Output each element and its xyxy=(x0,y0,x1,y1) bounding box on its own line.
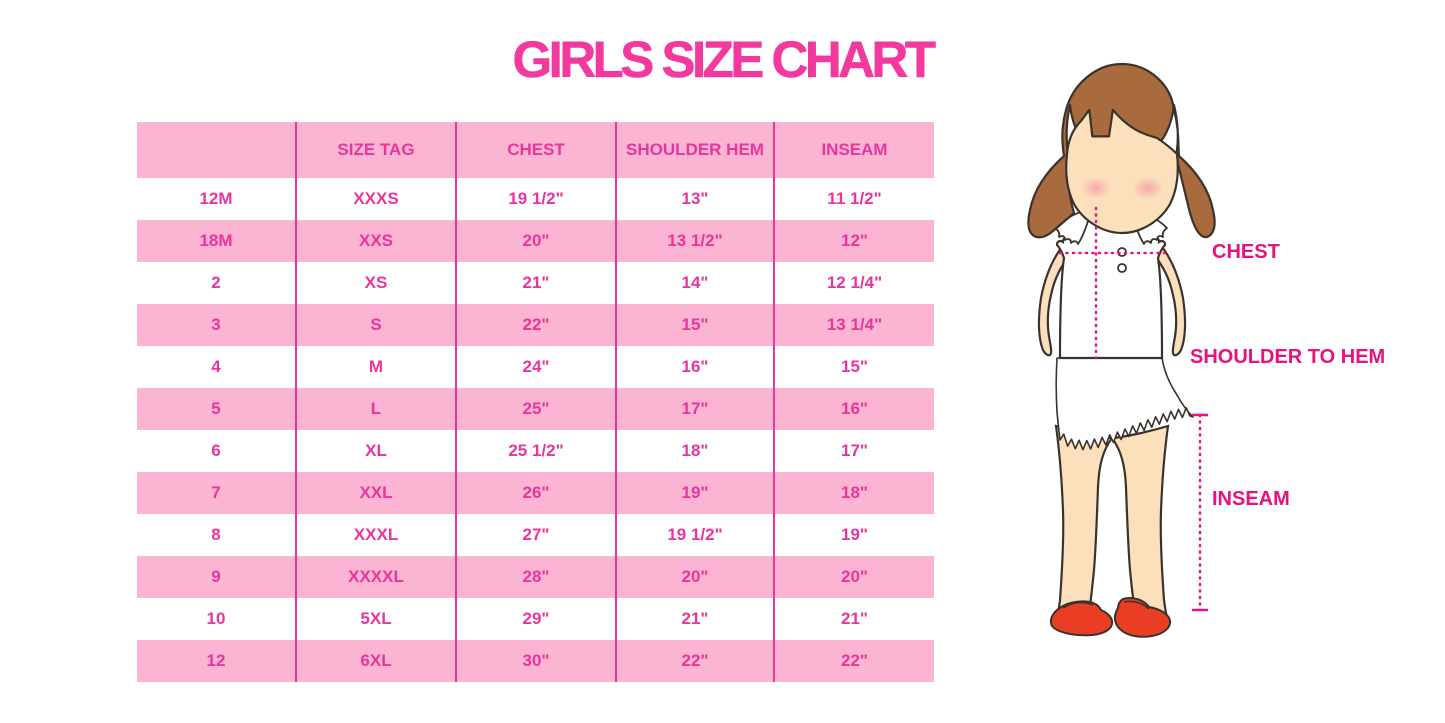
svg-text:CHEST: CHEST xyxy=(1212,241,1280,263)
svg-text:SHOULDER TO HEM: SHOULDER TO HEM xyxy=(1190,346,1385,368)
svg-text:INSEAM: INSEAM xyxy=(1212,488,1290,510)
